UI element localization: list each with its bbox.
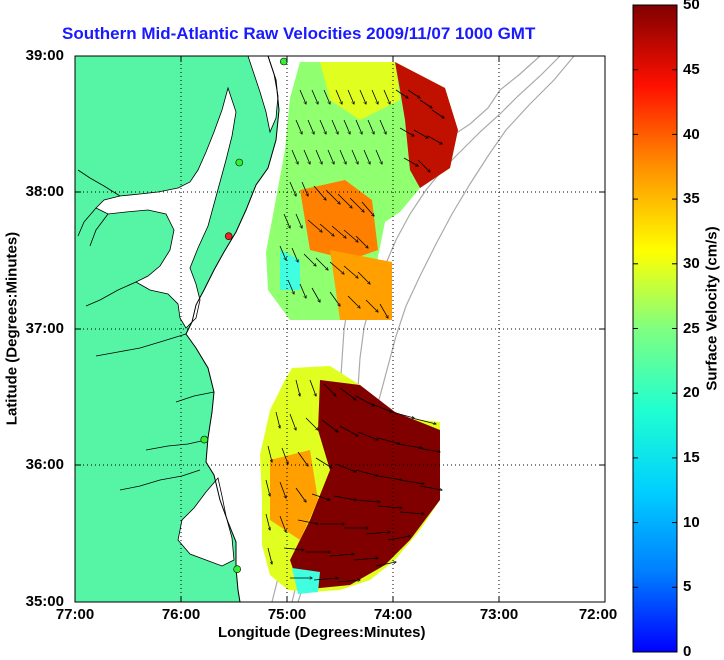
- colorbar-tick-label: 20: [683, 384, 700, 401]
- y-tick-label: 37:00: [25, 320, 64, 337]
- x-tick-label: 72:00: [578, 606, 618, 623]
- y-axis-label: Latitude (Degrees:Minutes): [3, 231, 21, 426]
- y-tick-label: 35:00: [25, 593, 64, 610]
- station-marker-3: [200, 435, 209, 444]
- colorbar-tick-label: 25: [683, 320, 700, 337]
- station-marker-2: [224, 232, 233, 240]
- colorbar-tick-label: 45: [683, 61, 700, 78]
- map-title: Southern Mid-Atlantic Raw Velocities 200…: [62, 24, 536, 43]
- rivers: [77, 169, 215, 491]
- coastline: [185, 56, 280, 602]
- station-marker-1: [235, 158, 244, 167]
- colorbar-tick-label: 10: [683, 514, 700, 531]
- y-tick-label: 38:00: [25, 183, 64, 200]
- colorbar: [632, 4, 678, 653]
- y-tick-label: 36:00: [25, 456, 64, 473]
- x-axis-label: Longitude (Degrees:Minutes): [218, 624, 426, 641]
- x-tick-label: 76:00: [161, 606, 201, 623]
- x-tick-label: 73:00: [479, 606, 519, 623]
- velocity-arrows-north: [279, 89, 444, 318]
- station-marker-4: [233, 565, 241, 574]
- station-markers: [200, 57, 288, 574]
- x-tick-label: 74:00: [373, 606, 413, 623]
- colorbar-ticks: [633, 69, 677, 588]
- colorbar-tick-label: 35: [683, 190, 700, 207]
- colorbar-label: Surface Velocity (cm/s): [703, 226, 721, 391]
- colorbar-tick-label: 50: [683, 0, 700, 13]
- velocity-field-north: [266, 62, 458, 320]
- chesapeake-bay: [95, 86, 237, 329]
- x-tick-label: 77:00: [55, 606, 95, 623]
- grid-lines: [75, 56, 605, 602]
- colorbar-tick-label: 40: [683, 126, 700, 143]
- colorbar-tick-label: 30: [683, 255, 700, 272]
- station-marker-0: [279, 57, 288, 66]
- colorbar-tick-label: 0: [683, 643, 692, 660]
- axis-ticks: [75, 56, 605, 602]
- colorbar-tick-label: 15: [683, 449, 700, 466]
- y-tick-label: 39:00: [25, 47, 64, 64]
- colorbar-tick-label: 5: [683, 578, 692, 595]
- x-tick-label: 75:00: [267, 606, 307, 623]
